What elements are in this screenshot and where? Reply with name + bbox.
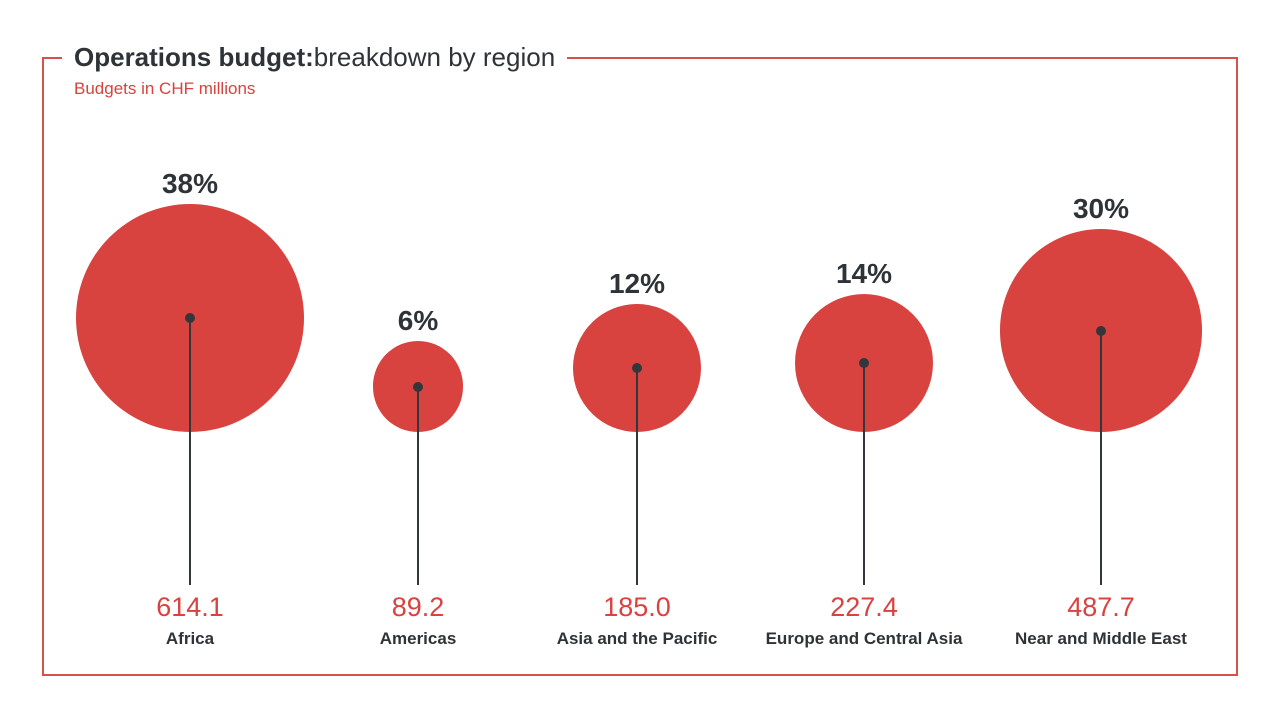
region-label-2: Asia and the Pacific [556, 629, 718, 648]
region-label-1: Americas [379, 629, 457, 648]
percent-label-2: 12% [608, 267, 666, 299]
stem-line-2 [636, 367, 638, 585]
value-label-0: 614.1 [156, 592, 224, 622]
stem-line-1 [417, 386, 419, 585]
value-label-3: 227.4 [830, 592, 898, 622]
stem-line-0 [189, 317, 191, 585]
region-label-4: Near and Middle East [1015, 629, 1187, 648]
percent-label-4: 30% [1072, 193, 1130, 225]
center-dot-1 [413, 381, 423, 392]
percent-label-3: 14% [835, 257, 893, 289]
page-title-regular: breakdown by region [313, 41, 556, 72]
value-label-1: 89.2 [391, 592, 445, 622]
stem-line-4 [1100, 330, 1102, 585]
region-label-0: Africa [165, 629, 215, 648]
center-dot-4 [1096, 325, 1106, 336]
stem-line-3 [863, 362, 865, 585]
center-dot-0 [185, 312, 195, 323]
percent-label-0: 38% [161, 167, 219, 199]
center-dot-3 [859, 357, 869, 368]
chart-subtitle: Budgets in CHF millions [74, 79, 256, 98]
percent-label-1: 6% [397, 305, 439, 337]
center-dot-2 [632, 362, 642, 373]
page-title: Operations budget: breakdown by region [62, 38, 568, 76]
chart-frame-border [42, 57, 1238, 676]
value-label-4: 487.7 [1067, 592, 1135, 622]
region-label-3: Europe and Central Asia [765, 629, 963, 648]
value-label-2: 185.0 [603, 592, 671, 622]
page-title-bold: Operations budget: [74, 41, 314, 72]
